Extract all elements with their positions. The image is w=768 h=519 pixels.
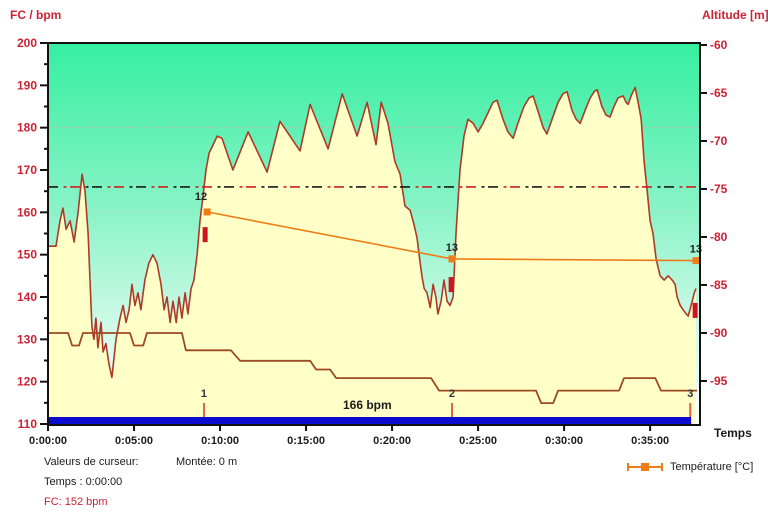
temperature-legend-marker-icon bbox=[627, 463, 663, 471]
lap-bar bbox=[48, 417, 692, 425]
cursor-ascent-value: Montée: 0 m bbox=[176, 456, 238, 468]
left-axis-tick-label: 140 bbox=[17, 290, 37, 304]
cursor-time-value: Temps : 0:00:00 bbox=[44, 476, 123, 488]
right-axis-tick-label: -65 bbox=[710, 86, 728, 100]
x-axis-tick-label: 0:35:00 bbox=[631, 435, 669, 447]
fc-series-area bbox=[48, 87, 696, 424]
x-axis-tick-label: 0:30:00 bbox=[545, 435, 583, 447]
temperature-marker-icon bbox=[692, 257, 700, 265]
right-axis-tick-label: -75 bbox=[710, 182, 728, 196]
left-axis-tick-label: 200 bbox=[17, 36, 37, 50]
right-axis-tick-label: -90 bbox=[710, 326, 728, 340]
fc-series-line bbox=[48, 86, 697, 379]
temperature-value-label: 13 bbox=[446, 242, 458, 254]
interval-mark bbox=[202, 227, 208, 243]
lap-number-label: 3 bbox=[687, 388, 693, 400]
x-axis-tick-label: 0:20:00 bbox=[373, 435, 411, 447]
legend-temperature: Température [°C] bbox=[626, 461, 753, 473]
left-axis-title: FC / bpm bbox=[10, 8, 62, 22]
left-axis-tick-label: 180 bbox=[17, 121, 37, 135]
temperature-marker-icon bbox=[203, 208, 211, 216]
left-axis-tick-label: 190 bbox=[17, 78, 37, 92]
left-axis-tick-label: 120 bbox=[17, 375, 37, 389]
right-axis-tick-label: -70 bbox=[710, 134, 728, 148]
cursor-fc-value: FC: 152 bpm bbox=[44, 496, 108, 508]
x-axis-tick-label: 0:05:00 bbox=[115, 435, 153, 447]
temperature-value-label: 12 bbox=[195, 191, 207, 203]
right-axis-tick-label: -80 bbox=[710, 230, 728, 244]
x-axis-title: Temps bbox=[714, 426, 752, 440]
lap-number-label: 2 bbox=[449, 388, 455, 400]
altitude-series-line bbox=[48, 332, 698, 404]
left-axis-tick-label: 110 bbox=[18, 417, 38, 431]
x-axis-tick-label: 0:00:00 bbox=[29, 435, 67, 447]
interval-mark bbox=[692, 302, 698, 318]
lap-number-label: 1 bbox=[201, 388, 207, 400]
left-axis-tick-label: 130 bbox=[17, 332, 37, 346]
right-axis-tick-label: -85 bbox=[710, 278, 728, 292]
legend-temperature-label: Température [°C] bbox=[670, 461, 754, 473]
target-line-label: 166 bpm bbox=[343, 398, 392, 412]
right-axis-title: Altitude [m] bbox=[702, 8, 768, 22]
left-axis-tick-label: 160 bbox=[17, 205, 37, 219]
right-axis-tick-label: -95 bbox=[710, 374, 728, 388]
x-axis-tick-label: 0:15:00 bbox=[287, 435, 325, 447]
interval-mark bbox=[448, 277, 454, 293]
left-axis-tick-label: 170 bbox=[17, 163, 37, 177]
x-axis-tick-label: 0:25:00 bbox=[459, 435, 497, 447]
temperature-marker-icon bbox=[448, 255, 456, 263]
left-axis-tick-label: 150 bbox=[17, 248, 37, 262]
x-axis-tick-label: 0:10:00 bbox=[201, 435, 239, 447]
cursor-values-title: Valeurs de curseur: bbox=[44, 456, 139, 468]
right-axis-tick-label: -60 bbox=[710, 38, 728, 52]
temperature-value-label: 13 bbox=[690, 244, 702, 256]
